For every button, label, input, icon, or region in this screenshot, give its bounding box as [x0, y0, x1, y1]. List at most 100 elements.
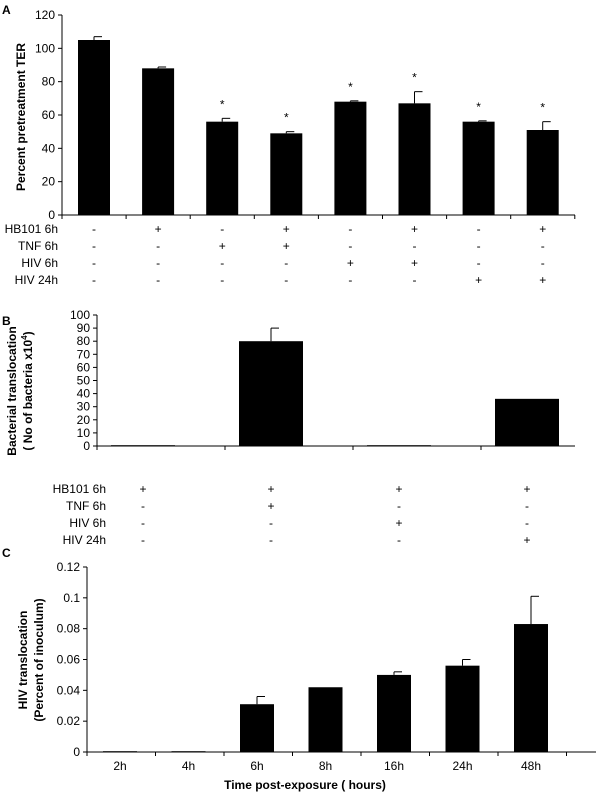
panel-a-condition-sign: -	[348, 222, 352, 236]
panel-a-condition-label: HB101 6h	[5, 222, 58, 236]
panel-a-significance-star: *	[220, 97, 225, 111]
panel-a-condition-sign: +	[475, 273, 482, 287]
panel-c-y-tick-label: 0.06	[57, 653, 81, 667]
panel-a-y-tick-label: 120	[35, 8, 55, 22]
panel-a-condition-sign: -	[220, 273, 224, 287]
panel-b-condition-sign: -	[525, 516, 529, 530]
panel-c-bar	[445, 665, 480, 752]
panel-a-condition-sign: -	[413, 273, 417, 287]
panel-b-y-tick-label: 0	[83, 439, 90, 453]
panel-a-bar	[334, 101, 367, 215]
panel-c-y-tick-label: 0.1	[63, 591, 80, 605]
panel-c-y-tick-label: 0.02	[57, 714, 81, 728]
panel-a-y-tick-label: 40	[42, 141, 56, 155]
panel-a-condition-sign: +	[283, 239, 290, 253]
panel-a-y-tick-label: 60	[42, 108, 56, 122]
panel-b-condition-sign: -	[141, 516, 145, 530]
panel-b-condition-label: TNF 6h	[66, 499, 106, 513]
panel-a-condition-sign: -	[92, 239, 96, 253]
panel-a-bar	[78, 40, 110, 215]
panel-b-condition-sign: +	[395, 482, 402, 496]
panel-b-y-tick-label: 10	[77, 426, 91, 440]
panel-b-ylabel-line1: Bacterial translocation	[5, 326, 19, 455]
panel-c-category-label: 16h	[384, 759, 404, 773]
panel-a-condition-sign: -	[156, 273, 160, 287]
panel-c-y-tick-label: 0.08	[57, 622, 81, 636]
panel-a-condition-sign: -	[156, 256, 160, 270]
panel-a-condition-sign: -	[156, 239, 160, 253]
panel-a-significance-star: *	[540, 101, 545, 115]
panel-a-condition-sign: +	[411, 256, 418, 270]
panel-a-condition-sign: -	[348, 239, 352, 253]
panel-b-condition-sign: +	[395, 516, 402, 530]
panel-b-condition-sign: -	[141, 499, 145, 513]
panel-a-condition-sign: +	[539, 273, 546, 287]
panel-a-condition-sign: -	[284, 256, 288, 270]
panel-c-xlabel: Time post-exposure ( hours)	[224, 778, 386, 792]
panel-a-condition-label: HIV 6h	[21, 256, 58, 270]
panel-a-significance-star: *	[476, 100, 481, 114]
panel-b-condition-sign: +	[139, 482, 146, 496]
panel-b-condition-label: HIV 24h	[63, 533, 106, 547]
panel-b-y-tick-label: 70	[77, 347, 91, 361]
panel-b-y-tick-label: 80	[77, 334, 91, 348]
panel-a-condition-sign: -	[284, 273, 288, 287]
panel-c-ylabel-line2: (Percent of inoculum)	[32, 598, 46, 721]
panel-c-bar	[240, 704, 274, 752]
panel-a-condition-sign: +	[411, 222, 418, 236]
panel-c-y-tick-label: 0.12	[57, 560, 81, 574]
panel-a-condition-sign: -	[541, 239, 545, 253]
panel-c-y-tick-label: 0	[73, 745, 80, 759]
panel-b-y-tick-label: 40	[77, 387, 91, 401]
panel-a-bar	[270, 133, 303, 215]
panel-a-condition-sign: -	[348, 273, 352, 287]
panel-b-y-tick-label: 50	[77, 374, 91, 388]
panel-a-bar	[142, 68, 175, 215]
panel-a-condition-sign: -	[541, 256, 545, 270]
panel-b-y-tick-label: 20	[77, 413, 91, 427]
panel-a-condition-label: TNF 6h	[18, 239, 58, 253]
panel-a-condition-sign: +	[155, 222, 162, 236]
panel-a-condition-sign: -	[220, 222, 224, 236]
panel-a-condition-sign: +	[283, 222, 290, 236]
panel-a-condition-sign: -	[92, 273, 96, 287]
panel-b-y-tick-label: 100	[70, 308, 90, 322]
panel-a-condition-sign: -	[413, 239, 417, 253]
panel-b-bar	[495, 398, 559, 446]
panel-c-category-label: 8h	[319, 759, 332, 773]
panel-a-y-tick-label: 20	[42, 175, 56, 189]
panel-c-letter: C	[2, 546, 11, 560]
panel-a-significance-star: *	[412, 71, 417, 85]
panel-b-condition-label: HB101 6h	[53, 482, 106, 496]
panel-c-ylabel-line1: HIV translocation	[16, 611, 30, 710]
panel-b-condition-sign: +	[523, 533, 530, 547]
panel-b-condition-sign: +	[523, 482, 530, 496]
panel-a-condition-sign: -	[477, 222, 481, 236]
panel-b-condition-sign: +	[267, 482, 274, 496]
panel-b-ylabel-line2: ( No of bacteria x104)	[20, 331, 35, 450]
panel-c-category-label: 4h	[182, 759, 195, 773]
panel-b-condition-sign: -	[269, 516, 273, 530]
panel-b-condition-sign: -	[525, 499, 529, 513]
panel-a-condition-sign: -	[92, 256, 96, 270]
panel-b-y-tick-label: 60	[77, 360, 91, 374]
panel-a-bar	[462, 121, 495, 215]
panel-c-category-label: 2h	[113, 759, 126, 773]
panel-a-condition-sign: +	[539, 222, 546, 236]
panel-a-condition-sign: -	[477, 256, 481, 270]
panel-a-condition-sign: -	[92, 222, 96, 236]
panel-b-y-tick-label: 30	[77, 400, 91, 414]
panel-b-bar	[367, 445, 431, 446]
panel-c-bar	[103, 751, 137, 752]
panel-c-bar	[171, 751, 206, 752]
panel-c-category-label: 48h	[521, 759, 541, 773]
panel-b-condition-sign: -	[269, 533, 273, 547]
panel-a-bar	[398, 103, 431, 215]
panel-b-condition-label: HIV 6h	[69, 516, 106, 530]
panel-b-bar	[239, 341, 303, 446]
panel-a-condition-sign: +	[219, 239, 226, 253]
panel-b-y-tick-label: 90	[77, 321, 91, 335]
panel-b-condition-sign: -	[397, 499, 401, 513]
panel-c-category-label: 24h	[452, 759, 472, 773]
